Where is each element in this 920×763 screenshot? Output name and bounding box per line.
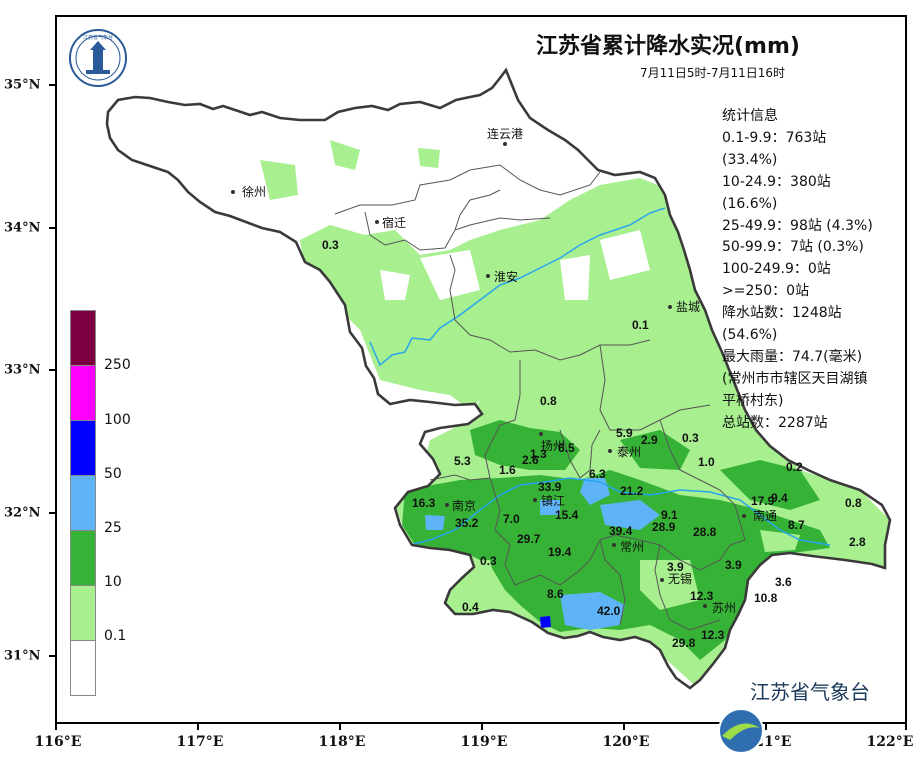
stats-line: 10-24.9：380站 <box>722 173 831 190</box>
stats-line: (54.6%) <box>722 327 778 344</box>
legend-swatch <box>70 365 96 420</box>
legend-swatch <box>70 310 96 365</box>
legend-swatch <box>70 530 96 585</box>
y-tick <box>49 369 55 371</box>
stats-line: 50-99.9：7站 (0.3%) <box>722 239 864 256</box>
y-axis-label: 34°N <box>4 220 41 236</box>
stats-line: 最大雨量：74.7(毫米) <box>722 348 863 365</box>
x-tick <box>481 724 483 730</box>
x-tick <box>55 724 57 730</box>
stats-line: 25-49.9：98站 (4.3%) <box>722 217 873 234</box>
y-tick <box>49 84 55 86</box>
stats-line: (16.6%) <box>722 195 778 212</box>
legend-swatch <box>70 475 96 530</box>
color-legend <box>70 310 96 696</box>
stats-line: 降水站数：1248站 <box>722 305 842 322</box>
watermark-logo <box>718 708 764 754</box>
stats-line: (33.4%) <box>722 151 778 168</box>
legend-label: 25 <box>104 520 122 536</box>
legend-swatch <box>70 585 96 640</box>
stats-line: 平桥村东) <box>722 392 784 409</box>
stats-line: >=250：0站 <box>722 283 810 300</box>
y-axis-label: 33°N <box>4 362 41 378</box>
y-axis-label: 35°N <box>4 77 41 93</box>
legend-label: 0.1 <box>104 628 127 644</box>
footer-credit: 江苏省气象台 <box>750 680 870 704</box>
legend-label: 250 <box>104 357 131 373</box>
map-frame <box>55 15 907 724</box>
y-tick <box>49 655 55 657</box>
stats-line: (常州市市辖区天目湖镇 <box>722 370 868 387</box>
x-tick <box>905 724 907 730</box>
stats-heading: 统计信息 <box>722 108 778 124</box>
x-axis-label: 119°E <box>460 734 508 750</box>
map-title: 江苏省累计降水实况(mm) <box>536 34 800 59</box>
weather-bureau-logo: 江苏省气象台 <box>69 29 127 87</box>
legend-label: 50 <box>104 466 122 482</box>
x-tick <box>197 724 199 730</box>
x-axis-label: 117°E <box>176 734 224 750</box>
svg-text:江苏省气象台: 江苏省气象台 <box>83 34 113 41</box>
x-tick <box>623 724 625 730</box>
y-tick <box>49 512 55 514</box>
statistics-panel: 统计信息 0.1-9.9：763站 (33.4%) 10-24.9：380站 (… <box>722 106 873 435</box>
stats-line: 100-249.9：0站 <box>722 261 831 278</box>
x-axis-label: 120°E <box>602 734 650 750</box>
map-subtitle: 7月11日5时-7月11日16时 <box>640 66 786 80</box>
legend-label: 100 <box>104 412 131 428</box>
y-axis-label: 31°N <box>4 648 41 664</box>
x-axis-label: 118°E <box>318 734 366 750</box>
x-tick <box>765 724 767 730</box>
stats-line: 0.1-9.9：763站 <box>722 129 827 146</box>
x-tick <box>339 724 341 730</box>
x-axis-label: 116°E <box>34 734 82 750</box>
legend-swatch <box>70 420 96 475</box>
y-axis-label: 32°N <box>4 505 41 521</box>
stats-line: 总站数：2287站 <box>722 414 828 431</box>
legend-label: 10 <box>104 574 122 590</box>
x-axis-label: 122°E <box>866 734 914 750</box>
y-tick <box>49 227 55 229</box>
legend-swatch <box>70 640 96 696</box>
